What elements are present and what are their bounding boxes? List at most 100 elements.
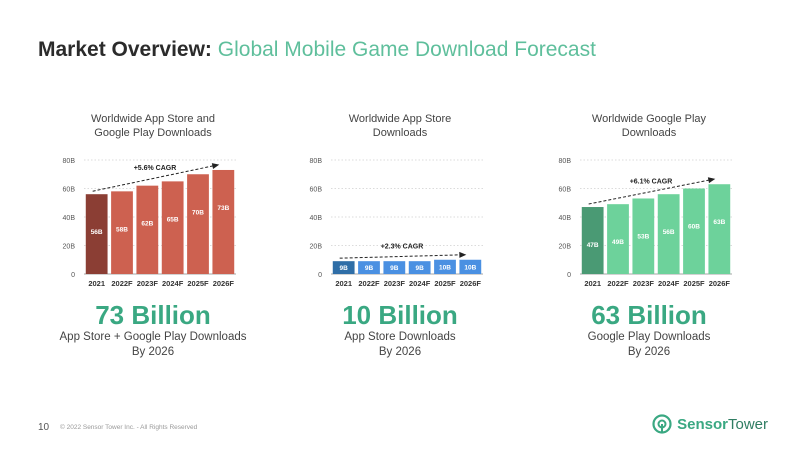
page-title-bold: Market Overview: [38, 38, 212, 61]
bar [408, 261, 431, 274]
bar [632, 198, 655, 274]
bar-chart-combined: 0 20B 40B 60B 80B 56B 2021 58B 2022F 62B 2023F 65B 2… [63, 158, 236, 288]
y-tick-label: 40B [63, 215, 76, 222]
cagr-label: +6.1% CAGR [630, 179, 673, 186]
y-tick-label: 40B [559, 215, 572, 222]
chart-title: Worldwide App Store Downloads [285, 112, 515, 140]
x-tick-label: 2023F [137, 279, 159, 288]
y-tick-label: 0 [71, 272, 75, 279]
headline-subtitle: App Store Downloads By 2026 [285, 330, 515, 360]
chart-title: Worldwide App Store and Google Play Down… [38, 112, 268, 140]
bar-data-label: 70B [192, 209, 204, 216]
bar-data-label: 9B [390, 265, 399, 272]
chart-title: Worldwide Google Play Downloads [534, 112, 764, 140]
y-tick-label: 60B [310, 187, 323, 194]
bar-data-label: 9B [416, 265, 425, 272]
bar-data-label: 56B [91, 229, 103, 236]
headline-subtitle: Google Play Downloads By 2026 [534, 330, 764, 360]
x-tick-label: 2024F [658, 279, 680, 288]
headline-subtitle: App Store + Google Play Downloads By 202… [38, 330, 268, 360]
bar [657, 194, 680, 274]
bar-data-label: 73B [217, 205, 229, 212]
bar [607, 204, 629, 274]
bar-data-label: 58B [116, 226, 128, 233]
y-tick-label: 80B [63, 158, 76, 165]
x-tick-label: 2021 [88, 279, 105, 288]
page-title-light: Global Mobile Game Download Forecast [217, 38, 596, 61]
y-tick-label: 80B [310, 158, 323, 165]
x-tick-label: 2021 [584, 279, 601, 288]
bar-data-label: 10B [439, 264, 451, 271]
bar [683, 188, 705, 274]
sensor-tower-logo-icon [652, 414, 672, 434]
bar [85, 194, 108, 274]
x-tick-label: 2026F [709, 279, 731, 288]
bar-data-label: 63B [713, 219, 725, 226]
y-tick-label: 0 [318, 272, 322, 279]
chart-title-line-2: Downloads [372, 127, 428, 139]
bar-data-label: 60B [688, 224, 700, 231]
headline-subtitle-line-1: App Store + Google Play Downloads [59, 331, 247, 343]
cagr-label: +5.6% CAGR [134, 165, 177, 172]
bar-data-label: 9B [365, 265, 374, 272]
x-tick-label: 2024F [162, 279, 184, 288]
chart-title-line-2: Google Play Downloads [94, 127, 212, 139]
headline-subtitle-line-2: By 2026 [378, 346, 422, 358]
bar [581, 207, 604, 274]
bar-data-label: 56B [663, 229, 675, 236]
sensor-tower-logo: SensorTower [652, 414, 768, 434]
x-tick-label: 2023F [384, 279, 406, 288]
cagr-trend-line [92, 164, 218, 192]
bar [136, 185, 159, 274]
bar [161, 181, 184, 274]
headline-subtitle-line-2: By 2026 [627, 346, 671, 358]
y-tick-label: 20B [63, 244, 76, 251]
bar-data-label: 62B [141, 221, 153, 228]
x-tick-label: 2025F [434, 279, 456, 288]
copyright-text: © 2022 Sensor Tower Inc. - All Rights Re… [60, 424, 198, 431]
bar-data-label: 49B [612, 239, 624, 246]
cagr-arrowhead [459, 251, 467, 258]
logo-brand-bold: Sensor [677, 415, 728, 433]
x-tick-label: 2022F [358, 279, 380, 288]
y-tick-label: 0 [567, 272, 571, 279]
y-tick-label: 20B [310, 244, 323, 251]
cagr-trend-line [339, 254, 465, 259]
x-tick-label: 2022F [111, 279, 133, 288]
bar [332, 261, 355, 274]
chart-title-line-1: Worldwide App Store and [91, 113, 215, 125]
page-title: Market Overview: Global Mobile Game Down… [38, 38, 596, 62]
bar [358, 261, 380, 274]
y-tick-label: 40B [310, 215, 323, 222]
bar [459, 259, 482, 274]
sensor-tower-logo-text: SensorTower [677, 416, 768, 433]
bar [212, 169, 235, 274]
x-tick-label: 2025F [187, 279, 209, 288]
bar [187, 174, 209, 274]
x-tick-label: 2021 [335, 279, 352, 288]
bar-data-label: 47B [587, 242, 599, 249]
y-tick-label: 80B [559, 158, 572, 165]
x-tick-label: 2026F [213, 279, 235, 288]
bar [708, 184, 731, 274]
headline-value: 10 Billion [342, 300, 458, 330]
bar-chart-app-store: 0 20B 40B 60B 80B 9B 2021 9B 2022F 9B 2023F 9B 2024F… [310, 158, 483, 288]
chart-title-line-2: Downloads [621, 127, 677, 139]
headline-value: 63 Billion [591, 300, 707, 330]
logo-brand-rest: Tower [727, 415, 768, 433]
x-tick-label: 2023F [633, 279, 655, 288]
headline-subtitle-line-2: By 2026 [131, 346, 175, 358]
chart-panel-app-store: Worldwide App Store Downloads 0 20B 40B 60B… [285, 112, 515, 372]
cagr-arrowhead [707, 177, 716, 184]
bar-data-label: 9B [340, 265, 349, 272]
x-tick-label: 2026F [460, 279, 482, 288]
cagr-label: +2.3% CAGR [381, 243, 424, 250]
chart-panel-combined: Worldwide App Store and Google Play Down… [38, 112, 268, 372]
bar [434, 259, 456, 274]
y-tick-label: 20B [559, 244, 572, 251]
y-tick-label: 60B [559, 187, 572, 194]
page-number: 10 [38, 422, 50, 433]
bar [111, 191, 133, 274]
cagr-trend-line [588, 178, 714, 205]
bar-data-label: 65B [167, 216, 179, 223]
